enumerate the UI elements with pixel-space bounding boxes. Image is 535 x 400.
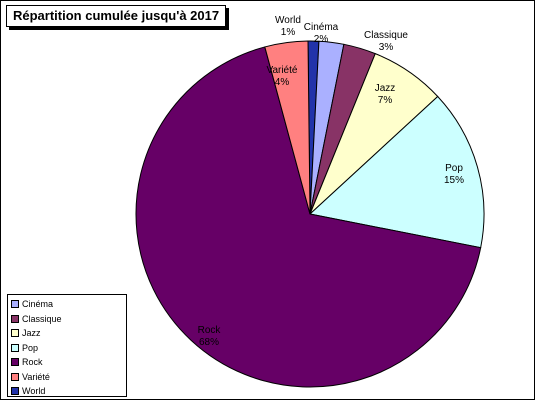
legend-item-cinéma: Cinéma bbox=[11, 297, 123, 312]
chart-title: Répartition cumulée jusqu'à 2017 bbox=[6, 5, 227, 27]
legend-item-world: World bbox=[11, 384, 123, 399]
legend-label: Classique bbox=[22, 313, 62, 324]
legend-item-variété: Variété bbox=[11, 370, 123, 385]
legend-item-rock: Rock bbox=[11, 355, 123, 370]
slice-label-pct-pop: 15% bbox=[444, 175, 464, 186]
slice-label-name-pop: Pop bbox=[445, 163, 463, 174]
legend-label: Variété bbox=[22, 371, 50, 382]
pie-slice-rock bbox=[135, 46, 482, 388]
legend-swatch bbox=[11, 358, 19, 367]
legend-label: Pop bbox=[22, 342, 39, 353]
legend-swatch bbox=[11, 372, 19, 381]
slice-label-pct-world: 1% bbox=[281, 27, 296, 38]
legend-label: World bbox=[22, 386, 46, 397]
pie-slice-pop bbox=[308, 95, 485, 249]
slice-label-name-rock: Rock bbox=[198, 325, 222, 336]
slice-label-name-world: World bbox=[275, 15, 301, 26]
legend: Cinéma Classique Jazz Pop Rock Variété World bbox=[7, 294, 127, 397]
slice-label-name-variété: Variété bbox=[267, 65, 298, 76]
slice-label-pct-cinéma: 2% bbox=[314, 34, 329, 45]
legend-swatch bbox=[11, 343, 19, 352]
slice-label-pct-rock: 68% bbox=[199, 337, 219, 348]
legend-swatch bbox=[11, 314, 19, 323]
legend-label: Jazz bbox=[22, 328, 41, 339]
legend-swatch bbox=[11, 329, 19, 338]
slice-label-name-cinéma: Cinéma bbox=[304, 22, 339, 33]
slice-label-pct-variété: 4% bbox=[275, 77, 290, 88]
slice-label-name-jazz: Jazz bbox=[375, 83, 396, 94]
legend-label: Rock bbox=[22, 357, 43, 368]
legend-item-jazz: Jazz bbox=[11, 326, 123, 341]
slice-label-pct-classique: 3% bbox=[379, 42, 394, 53]
slice-label-name-classique: Classique bbox=[364, 30, 408, 41]
legend-swatch bbox=[11, 387, 19, 396]
legend-label: Cinéma bbox=[22, 299, 54, 310]
legend-swatch bbox=[11, 300, 19, 309]
pie-slice-variété bbox=[264, 40, 311, 215]
slice-label-pct-jazz: 7% bbox=[378, 95, 393, 106]
legend-item-pop: Pop bbox=[11, 341, 123, 356]
legend-item-classique: Classique bbox=[11, 312, 123, 327]
